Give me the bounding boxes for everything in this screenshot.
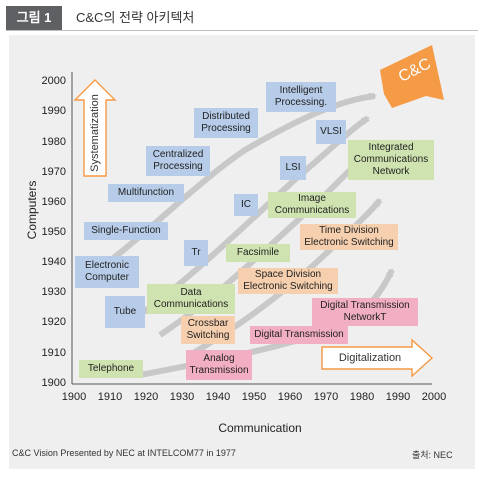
y-axis-title: Computers bbox=[25, 180, 39, 240]
box-crossbar-switching: Crossbar Switching bbox=[181, 316, 235, 344]
box-electronic-computer: Electronic Computer bbox=[75, 256, 139, 288]
x-tick: 1980 bbox=[349, 391, 375, 403]
box-vlsi: VLSI bbox=[316, 120, 346, 144]
x-tick: 1900 bbox=[61, 391, 87, 403]
y-tick: 1920 bbox=[41, 316, 66, 328]
y-tick: 1930 bbox=[41, 286, 66, 298]
box-facsimile: Facsimile bbox=[226, 244, 290, 262]
x-tick: 1960 bbox=[277, 391, 303, 403]
y-tick: 1910 bbox=[41, 347, 66, 359]
figure-caption: C&C Vision Presented by NEC at INTELCOM7… bbox=[12, 448, 236, 458]
digitalization-label: Digitalization bbox=[338, 352, 402, 364]
box-single-function: Single-Function bbox=[84, 222, 168, 240]
box-distributed-processing: Distributed Processing bbox=[194, 108, 258, 138]
x-tick: 1990 bbox=[385, 391, 411, 403]
x-tick: 1940 bbox=[205, 391, 231, 403]
box-digital-transmission-network: Digital Transmission NetworkT bbox=[312, 298, 418, 326]
box-intelligent-processing: Intelligent Processing. bbox=[266, 82, 336, 112]
box-tr: Tr bbox=[184, 240, 208, 266]
cc-target-arrow bbox=[380, 45, 444, 108]
systematization-label: Systematization bbox=[89, 94, 101, 172]
x-tick: 1950 bbox=[241, 391, 267, 403]
x-tick: 1970 bbox=[313, 391, 339, 403]
x-axis-title: Communication bbox=[218, 421, 302, 435]
y-tick: 2000 bbox=[41, 75, 66, 87]
figure-source: 출처: NEC bbox=[412, 450, 453, 460]
box-multifunction: Multifunction bbox=[108, 184, 184, 202]
y-tick: 1940 bbox=[41, 256, 66, 268]
figure-badge: 그림 1 bbox=[6, 6, 62, 30]
y-tick: 1960 bbox=[41, 196, 66, 208]
systematization-arrow bbox=[73, 79, 117, 177]
box-ic: IC bbox=[234, 194, 258, 216]
box-lsi: LSI bbox=[280, 156, 306, 180]
box-analog-transmission: Analog Transmission bbox=[186, 350, 252, 380]
digitalization-arrow bbox=[321, 338, 434, 378]
box-image-communications: Image Communications bbox=[268, 192, 356, 218]
x-tick: 1930 bbox=[169, 391, 195, 403]
x-tick: 2000 bbox=[421, 391, 447, 403]
x-tick: 1920 bbox=[133, 391, 159, 403]
y-tick: 1900 bbox=[41, 377, 66, 389]
box-space-division: Space Division Electronic Switching bbox=[238, 268, 338, 294]
y-tick: 1980 bbox=[41, 136, 66, 148]
box-integrated-network: Integrated Communications Network bbox=[348, 140, 434, 180]
y-tick: 1950 bbox=[41, 226, 66, 238]
box-centralized-processing: Centralized Processing bbox=[146, 146, 210, 176]
box-digital-transmission: Digital Transmission bbox=[250, 326, 348, 344]
box-telephone: Telephone bbox=[79, 360, 143, 378]
y-tick: 1990 bbox=[41, 105, 66, 117]
y-tick: 1970 bbox=[41, 166, 66, 178]
box-data-communications: Data Communications bbox=[147, 284, 235, 314]
box-time-division: Time Division Electronic Switching bbox=[300, 224, 398, 250]
x-tick: 1910 bbox=[97, 391, 123, 403]
box-tube: Tube bbox=[105, 296, 145, 328]
figure-header: 그림 1 C&C의 전략 아키텍처 bbox=[6, 6, 478, 31]
figure-title: C&C의 전략 아키텍처 bbox=[76, 10, 195, 25]
